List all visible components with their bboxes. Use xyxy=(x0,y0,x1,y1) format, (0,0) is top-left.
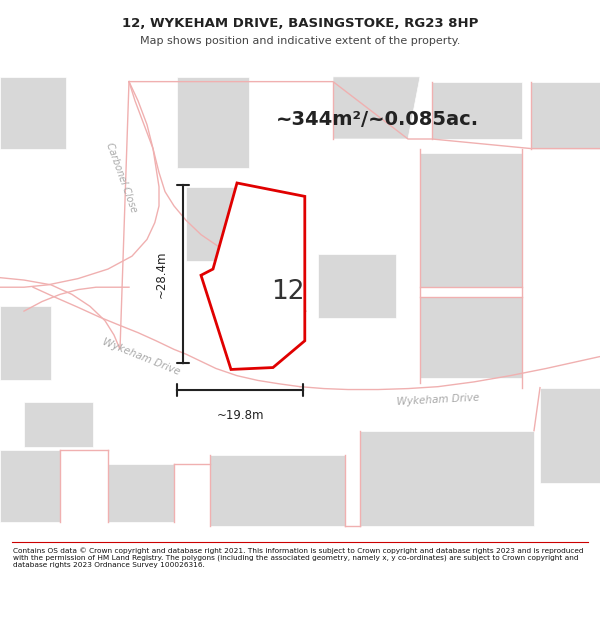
Polygon shape xyxy=(210,454,345,526)
Polygon shape xyxy=(0,306,51,381)
Polygon shape xyxy=(540,388,600,483)
Polygon shape xyxy=(420,297,522,378)
Polygon shape xyxy=(531,82,600,149)
Text: Wykeham Drive: Wykeham Drive xyxy=(101,336,181,377)
Polygon shape xyxy=(186,187,249,261)
Polygon shape xyxy=(432,82,522,139)
Polygon shape xyxy=(0,450,60,521)
Text: ~28.4m: ~28.4m xyxy=(155,251,168,298)
Text: Wykeham Drive: Wykeham Drive xyxy=(397,392,479,407)
Polygon shape xyxy=(201,183,305,369)
Text: 12, WYKEHAM DRIVE, BASINGSTOKE, RG23 8HP: 12, WYKEHAM DRIVE, BASINGSTOKE, RG23 8HP xyxy=(122,18,478,30)
Text: Contains OS data © Crown copyright and database right 2021. This information is : Contains OS data © Crown copyright and d… xyxy=(13,547,584,568)
Polygon shape xyxy=(420,153,522,288)
Polygon shape xyxy=(24,402,93,448)
Polygon shape xyxy=(333,77,420,139)
Polygon shape xyxy=(318,254,396,318)
Text: ~19.8m: ~19.8m xyxy=(216,409,264,422)
Polygon shape xyxy=(0,77,66,149)
Text: 12: 12 xyxy=(271,279,305,305)
Text: Carbonel Close: Carbonel Close xyxy=(104,141,139,214)
Polygon shape xyxy=(108,464,174,521)
Text: Map shows position and indicative extent of the property.: Map shows position and indicative extent… xyxy=(140,36,460,46)
Polygon shape xyxy=(177,77,249,168)
Text: ~344m²/~0.085ac.: ~344m²/~0.085ac. xyxy=(276,111,479,129)
Polygon shape xyxy=(360,431,534,526)
